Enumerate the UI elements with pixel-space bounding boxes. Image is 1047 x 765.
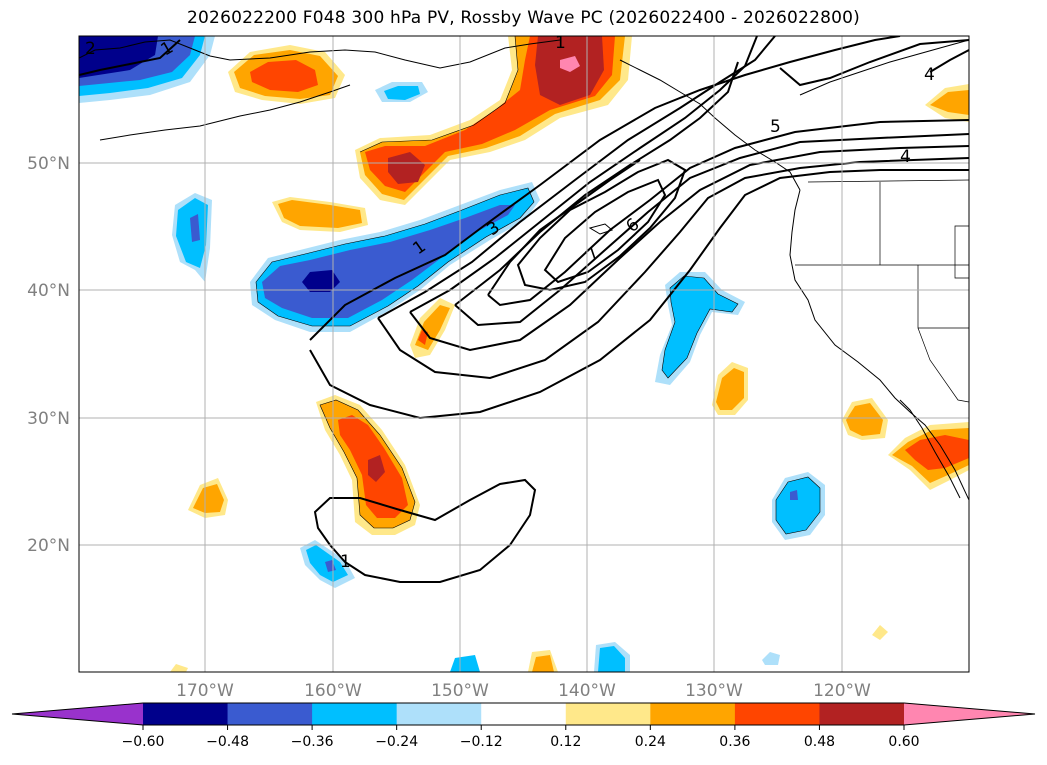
lon-label-150w: 150°W — [431, 681, 489, 701]
pc-contours — [79, 36, 969, 583]
contour-label-bottom-1: 1 — [340, 552, 351, 572]
longitude-labels: 170°W 160°W 150°W 140°W 130°W 120°W — [176, 681, 871, 701]
colorbar-segment — [312, 703, 398, 725]
contour-label-top-1: 1 — [555, 33, 566, 53]
colorbar-tick-label: −0.24 — [375, 734, 418, 750]
colorbar-tick-label: 0.36 — [719, 734, 750, 750]
colorbar-segment — [481, 703, 567, 725]
colorbar-tick-label: 0.60 — [888, 734, 919, 750]
contour-label-4: 4 — [900, 147, 911, 167]
lat-label-30n: 30°N — [27, 409, 70, 429]
contour-label-5: 5 — [770, 117, 781, 137]
colorbar-tick-label: −0.36 — [291, 734, 334, 750]
lon-label-160w: 160°W — [304, 681, 362, 701]
lat-label-50n: 50°N — [27, 154, 70, 174]
map-panel: 1 3 6 7 5 4 1 2 4 1 1 — [79, 33, 969, 672]
borders — [795, 179, 969, 403]
lat-label-20n: 20°N — [27, 536, 70, 556]
colorbar-tick-label: −0.12 — [460, 734, 503, 750]
colorbar: −0.60 −0.48 −0.36 −0.24 −0.12 0.12 0.24 0.36 0.4… — [11, 702, 1036, 750]
colorbar-tick-label: 0.24 — [635, 734, 666, 750]
map-frame — [78, 35, 970, 673]
contour-label-right-4: 4 — [924, 65, 935, 85]
gridlines — [79, 36, 969, 672]
colorbar-segment — [396, 703, 482, 725]
lon-label-140w: 140°W — [558, 681, 616, 701]
colorbar-segment — [227, 703, 313, 725]
lon-label-120w: 120°W — [813, 681, 871, 701]
colorbar-segment — [734, 703, 820, 725]
lon-label-130w: 130°W — [685, 681, 743, 701]
colorbar-segment — [565, 703, 651, 725]
colorbar-tick-label: −0.60 — [122, 734, 165, 750]
colorbar-segment — [819, 703, 905, 725]
colorbar-extend-low — [12, 703, 143, 725]
lon-label-170w: 170°W — [176, 681, 234, 701]
latitude-labels: 50°N 40°N 30°N 20°N — [27, 154, 70, 556]
colorbar-tick-label: 0.12 — [550, 734, 581, 750]
lat-label-40n: 40°N — [27, 281, 70, 301]
colorbar-tick-label: 0.48 — [804, 734, 835, 750]
contour-label-2: 2 — [85, 39, 96, 59]
colorbar-extend-high — [904, 703, 1035, 725]
coastlines — [79, 39, 969, 501]
colorbar-segment — [143, 703, 229, 725]
colorbar-tick-label: −0.48 — [206, 734, 249, 750]
map-title: 2026022200 F048 300 hPa PV, Rossby Wave … — [187, 8, 860, 28]
colorbar-segment — [650, 703, 736, 725]
